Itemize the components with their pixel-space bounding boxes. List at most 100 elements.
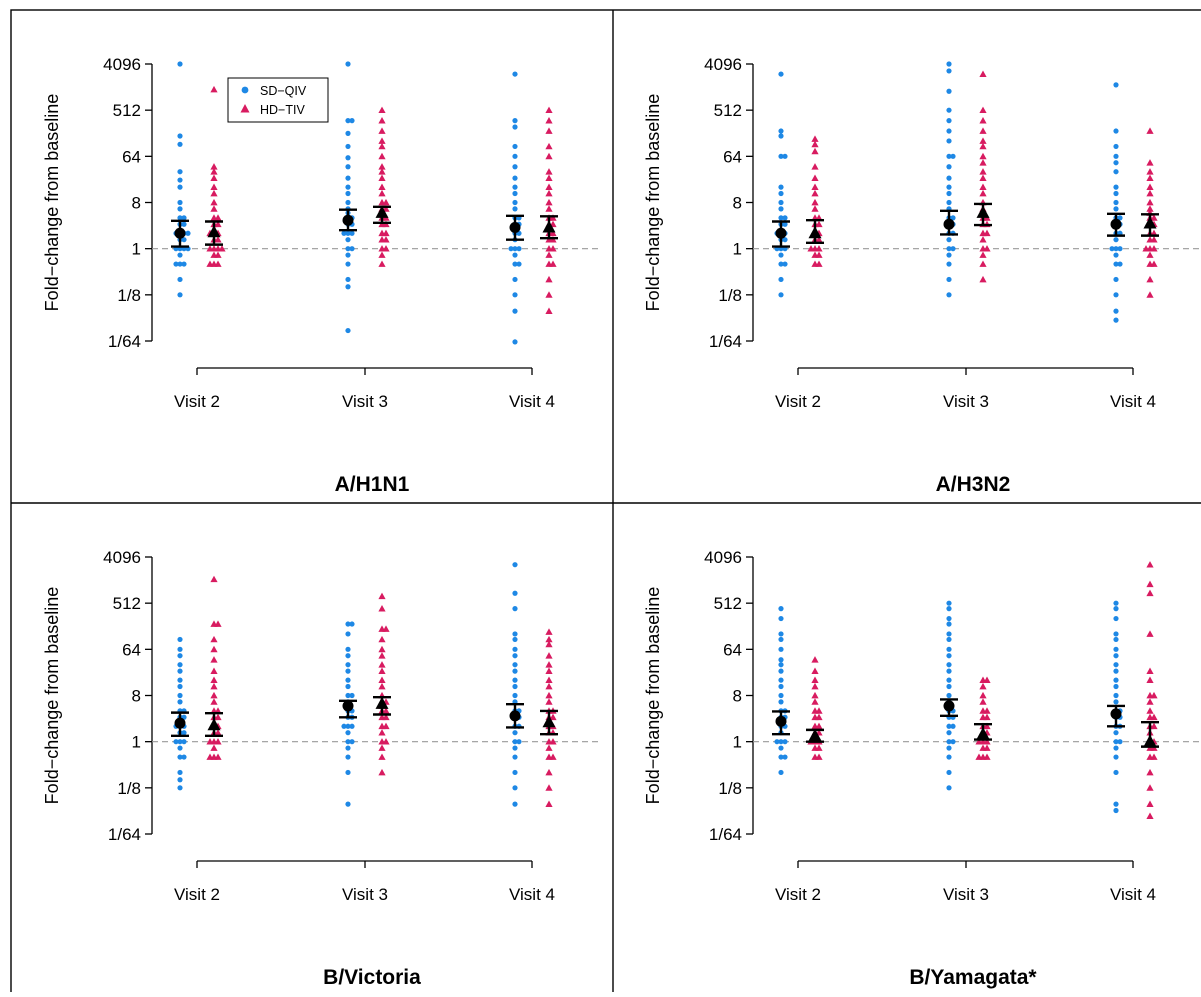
data-point-sd-qiv (1113, 261, 1119, 267)
data-point-sd-qiv (778, 199, 784, 206)
mean-marker-hd-tiv (207, 718, 221, 731)
data-point-sd-qiv (778, 631, 784, 637)
data-point-hd-tiv (382, 713, 390, 721)
data-point-sd-qiv (946, 621, 952, 627)
data-point-sd-qiv (177, 785, 183, 791)
data-point-hd-tiv (545, 640, 553, 648)
data-point-sd-qiv (181, 261, 187, 267)
mean-marker-sd-qiv (943, 218, 955, 230)
data-point-sd-qiv (173, 739, 179, 745)
data-point-sd-qiv (512, 184, 518, 190)
data-point-hd-tiv (545, 127, 553, 134)
mean-marker-hd-tiv (375, 205, 389, 218)
y-tick-label: 1 (132, 240, 141, 259)
data-point-hd-tiv (1146, 698, 1154, 705)
legend-marker-sd-qiv (241, 86, 249, 94)
data-point-sd-qiv (1113, 600, 1119, 606)
data-point-sd-qiv (946, 199, 952, 206)
data-point-sd-qiv (345, 692, 351, 699)
data-point-sd-qiv (345, 190, 351, 197)
data-point-sd-qiv (946, 153, 952, 159)
y-tick-label: 8 (132, 687, 141, 706)
panel-title: A/H3N2 (936, 473, 1011, 496)
data-point-hd-tiv (1146, 580, 1154, 588)
data-point-hd-tiv (214, 620, 222, 627)
data-point-sd-qiv (778, 745, 784, 751)
panel-a-h3n2: 1/64 1/8 1 8 64 512 4096 Fold−change from basel… (643, 55, 1201, 496)
data-point-hd-tiv (983, 722, 991, 730)
data-point-hd-tiv (815, 753, 823, 760)
data-point-sd-qiv (946, 615, 952, 622)
data-point-hd-tiv (545, 189, 553, 197)
data-point-sd-qiv (512, 252, 518, 258)
data-point-hd-tiv (983, 707, 991, 714)
y-tick-label: 1 (132, 733, 141, 752)
data-point-sd-qiv (946, 118, 952, 124)
data-point-hd-tiv (979, 137, 987, 144)
data-point-sd-qiv (946, 175, 952, 181)
data-point-sd-qiv (1113, 636, 1119, 643)
data-point-hd-tiv (979, 236, 987, 243)
data-point-sd-qiv (177, 769, 183, 776)
data-point-hd-tiv (811, 163, 819, 170)
data-point-sd-qiv (512, 677, 518, 683)
data-point-sd-qiv (782, 153, 788, 159)
data-point-sd-qiv (946, 754, 952, 760)
data-point-hd-tiv (210, 163, 218, 170)
data-point-sd-qiv (345, 730, 351, 736)
data-point-hd-tiv (382, 245, 390, 252)
data-point-sd-qiv (778, 261, 784, 267)
data-point-sd-qiv (512, 118, 518, 124)
data-point-hd-tiv (811, 682, 819, 690)
data-point-sd-qiv (345, 801, 351, 807)
data-point-hd-tiv (214, 251, 222, 258)
y-tick-label: 1/8 (718, 286, 742, 305)
data-point-sd-qiv (1113, 745, 1119, 751)
data-point-hd-tiv (545, 251, 553, 258)
data-point-hd-tiv (1146, 198, 1154, 206)
data-point-hd-tiv (1146, 812, 1154, 819)
data-point-hd-tiv (979, 70, 987, 77)
data-point-hd-tiv (1146, 676, 1154, 683)
data-point-sd-qiv (177, 177, 183, 183)
data-point-sd-qiv (181, 730, 187, 736)
data-point-hd-tiv (210, 676, 218, 683)
x-tick-label-visit-3: Visit 3 (342, 885, 388, 904)
data-point-sd-qiv (512, 745, 518, 751)
data-point-sd-qiv (946, 739, 952, 745)
data-point-hd-tiv (210, 183, 218, 190)
data-point-hd-tiv (210, 691, 218, 699)
data-point-sd-qiv (345, 252, 351, 258)
data-point-hd-tiv (811, 174, 819, 181)
data-point-hd-tiv (549, 753, 557, 760)
data-point-sd-qiv (345, 327, 351, 334)
data-point-sd-qiv (778, 615, 784, 622)
data-point-sd-qiv (778, 677, 784, 683)
data-point-sd-qiv (782, 754, 788, 760)
data-point-hd-tiv (1146, 667, 1154, 674)
data-point-sd-qiv (778, 657, 784, 663)
data-point-sd-qiv (1113, 184, 1119, 190)
y-tick-label: 512 (113, 101, 141, 120)
panel-a-h1n1: 1/64 1/8 1 8 64 512 4096 Fold−change from basel… (42, 55, 600, 496)
data-point-sd-qiv (946, 164, 952, 170)
data-point-sd-qiv (512, 71, 518, 77)
data-point-sd-qiv (177, 653, 183, 659)
data-point-hd-tiv (210, 174, 218, 181)
data-point-sd-qiv (946, 692, 952, 699)
data-point-hd-tiv (549, 229, 557, 237)
data-point-sd-qiv (1113, 246, 1119, 252)
data-point-sd-qiv (345, 237, 351, 243)
data-point-sd-qiv (778, 276, 784, 283)
data-point-hd-tiv (1150, 753, 1158, 760)
data-point-sd-qiv (512, 636, 518, 643)
data-point-sd-qiv (512, 785, 518, 791)
data-point-sd-qiv (946, 107, 952, 113)
data-point-sd-qiv (946, 653, 952, 659)
data-point-hd-tiv (979, 152, 987, 160)
data-point-hd-tiv (1146, 589, 1154, 597)
data-point-sd-qiv (177, 261, 183, 267)
data-point-sd-qiv (946, 636, 952, 643)
y-tick-label: 4096 (103, 548, 141, 567)
